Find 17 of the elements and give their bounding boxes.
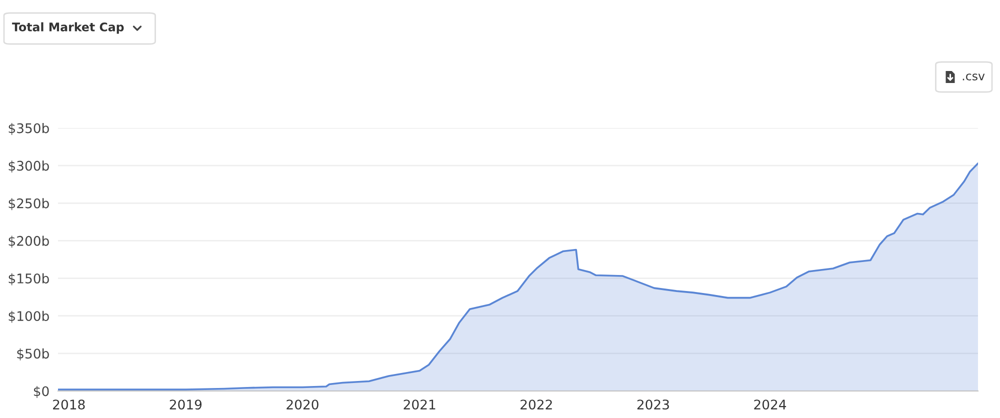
text: .csv: [962, 74, 985, 80]
x-tick-label: 2021: [404, 400, 436, 410]
y-tick-label: $350b: [8, 122, 49, 135]
x-tick-label: 2023: [637, 400, 669, 410]
y-tick-label: $200b: [8, 236, 49, 248]
x-tick-label: 2020: [286, 400, 318, 410]
y-tick-label: $150b: [8, 273, 49, 286]
y-tick-label: $100b: [8, 310, 49, 323]
y-tick-label: $0: [34, 386, 49, 398]
x-tick-label: 2018: [53, 400, 85, 410]
y-tick-label: $300b: [8, 160, 49, 173]
x-tick-label: 2024: [754, 400, 786, 410]
y-tick-label: $250b: [8, 198, 49, 210]
chart-title: Total Market Cap: [12, 22, 124, 34]
y-tick-label: $50b: [17, 348, 49, 360]
x-tick-label: 2019: [170, 400, 202, 410]
x-tick-label: 2022: [520, 400, 552, 410]
